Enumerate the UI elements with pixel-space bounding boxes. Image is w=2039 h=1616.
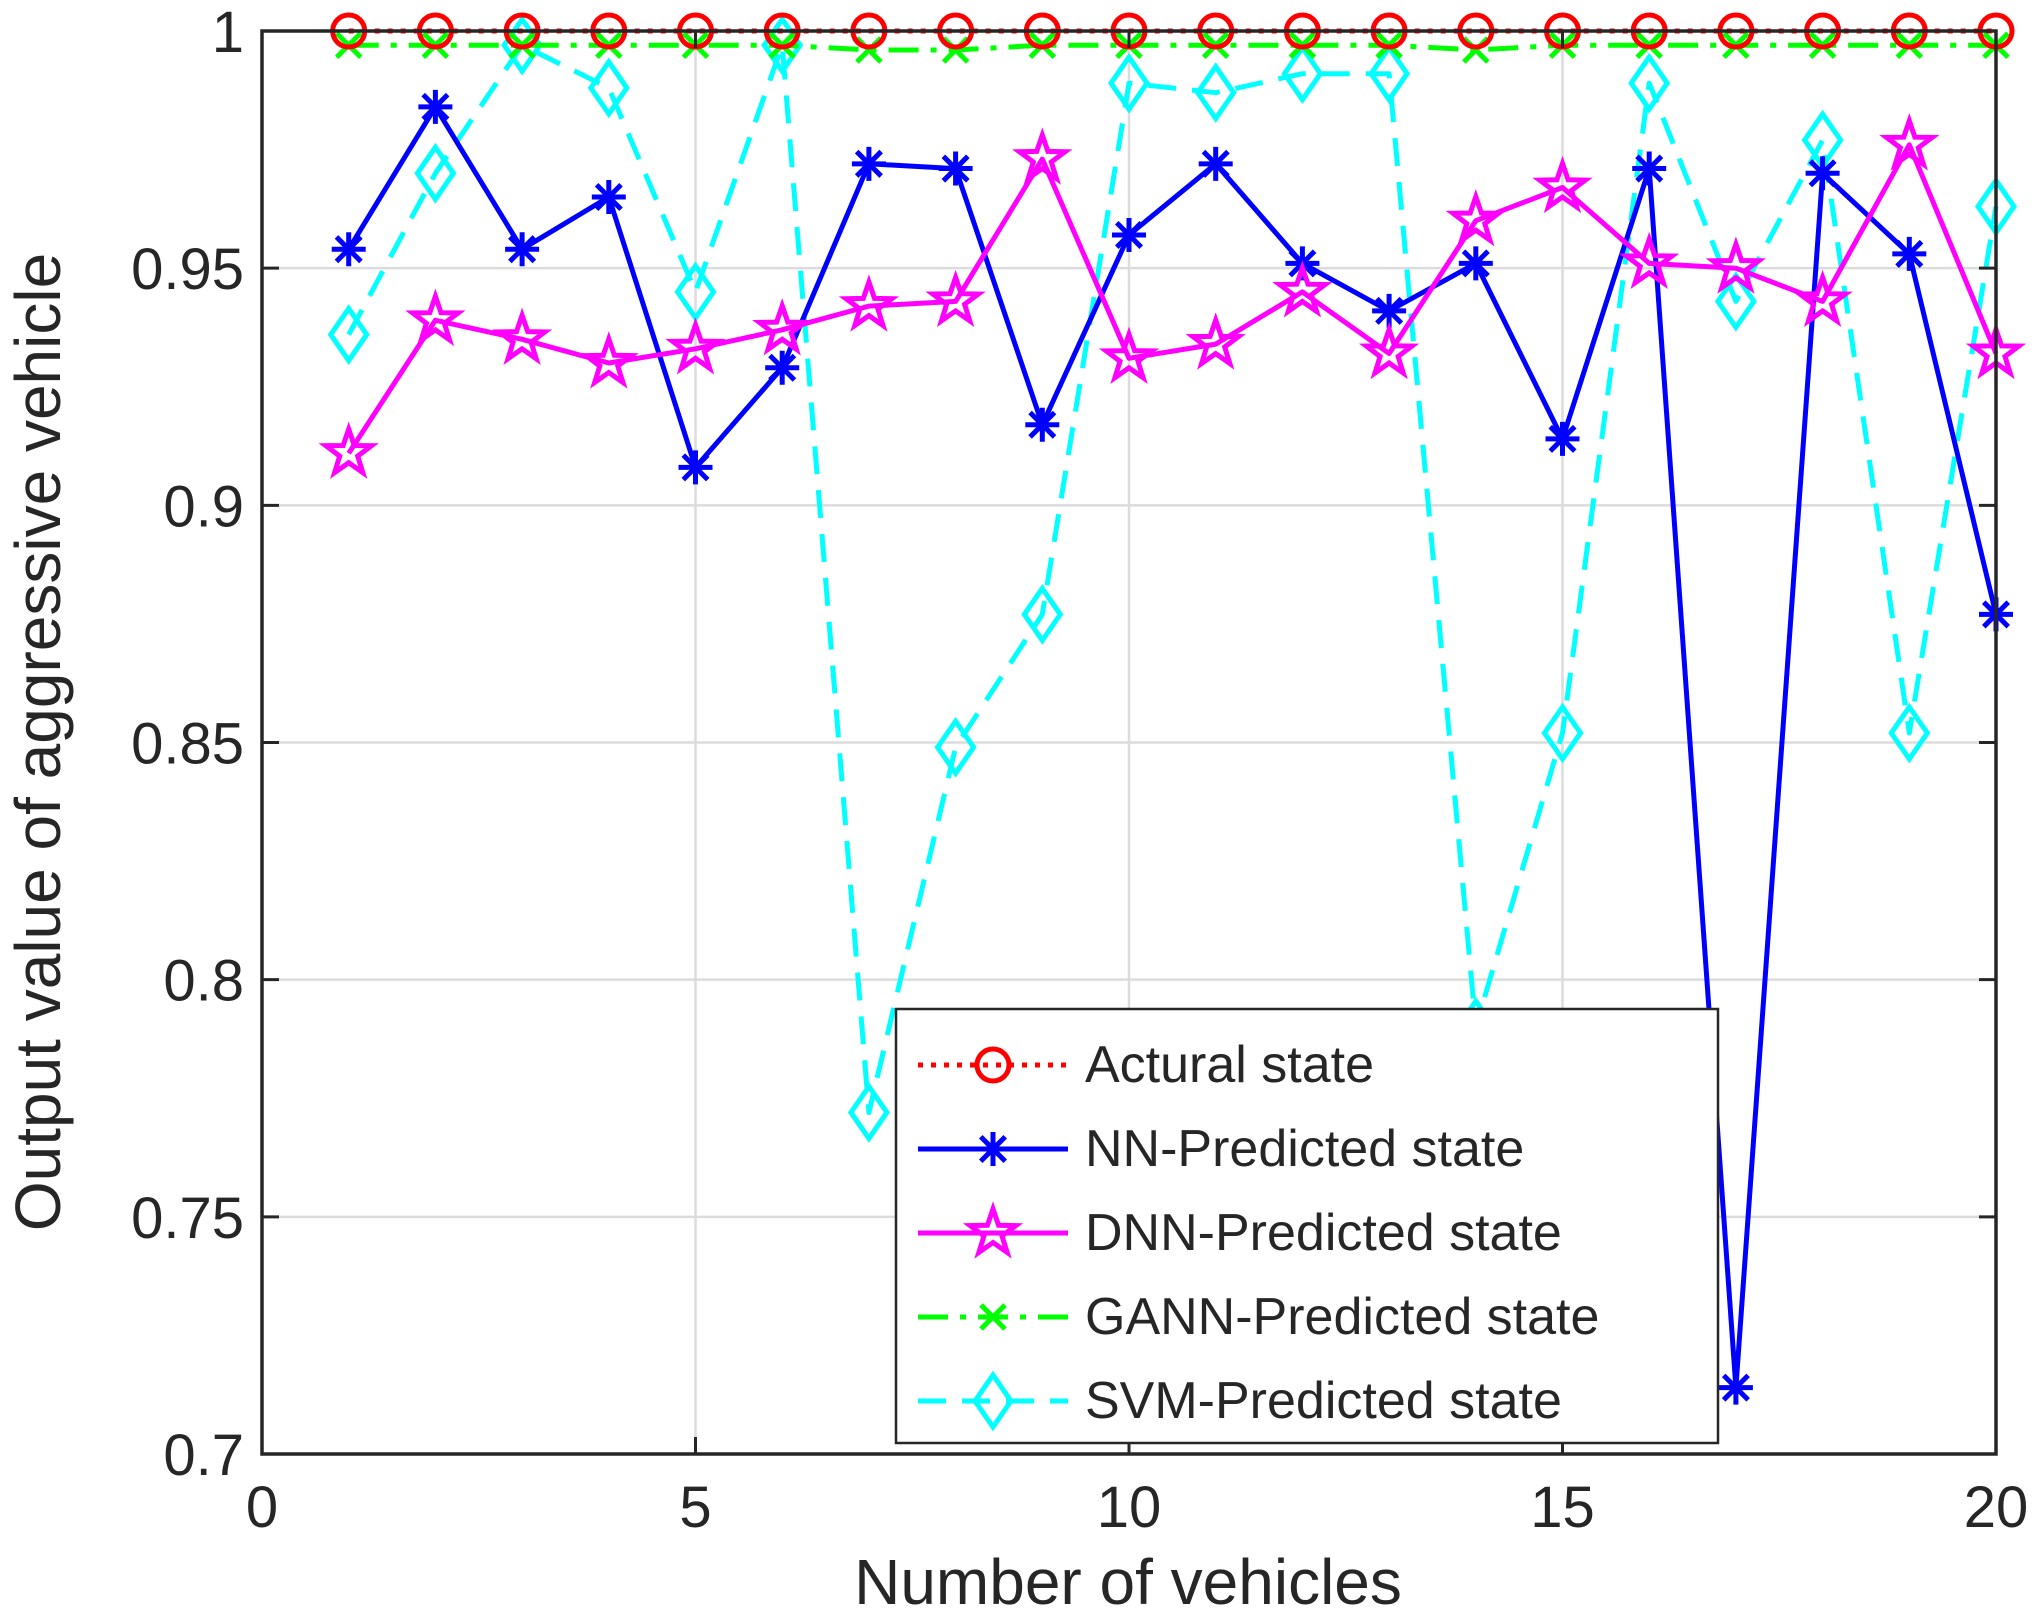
data-point [838, 274, 900, 332]
y-tick-label: 0.95 [131, 237, 244, 302]
data-point [1632, 151, 1667, 186]
data-point [1185, 312, 1246, 370]
data-point [665, 317, 726, 375]
data-point [1445, 189, 1506, 247]
legend-entry-actural: Actural state [918, 1036, 1374, 1094]
data-point [1545, 421, 1580, 456]
legend-entry-nn: NN-Predicted state [918, 1120, 1524, 1178]
data-point [578, 331, 639, 389]
data-point [1805, 156, 1840, 191]
data-point [1358, 321, 1420, 380]
legend-entry-dnn: DNN-Predicted state [918, 1201, 1562, 1262]
x-tick-label: 5 [679, 1475, 711, 1540]
data-point [1628, 52, 1671, 114]
legend-label-dnn: DNN-Predicted state [1085, 1204, 1562, 1262]
data-point [1892, 236, 1927, 271]
data-point [505, 232, 540, 267]
data-point [1021, 584, 1064, 645]
data-point [938, 151, 973, 186]
data-point [1194, 62, 1237, 124]
data-point [414, 142, 457, 204]
legend-label-svm: SVM-Predicted state [1085, 1372, 1562, 1430]
series-dnn [318, 113, 2027, 479]
y-tick-label: 0.8 [163, 949, 244, 1014]
tick-labels: 0 5 10 15 20 0.7 0.75 0.8 0.85 0.9 0.95 1 [131, 0, 2028, 1540]
legend-sample-dnn [918, 1201, 1068, 1259]
data-point [327, 304, 370, 365]
data-point [1619, 231, 1680, 290]
x-tick-label: 20 [1964, 1475, 2029, 1540]
data-point [1112, 217, 1146, 252]
data-point [1792, 269, 1853, 328]
data-point [1718, 1370, 1753, 1405]
data-point [331, 232, 366, 267]
data-point [491, 307, 553, 365]
x-tick-label: 15 [1530, 1475, 1595, 1540]
data-point [1714, 270, 1757, 332]
data-point [1888, 702, 1931, 764]
data-point [752, 298, 813, 356]
data-point [1272, 260, 1333, 318]
legend-label-actural: Actural state [1085, 1036, 1374, 1094]
data-point [1879, 113, 1940, 171]
series-line [346, 104, 1999, 1391]
legend-marker [971, 1370, 1015, 1432]
data-point [405, 288, 466, 347]
data-point [318, 421, 379, 479]
legend-sample-gann [918, 1303, 1068, 1331]
data-point [591, 180, 626, 215]
tick-marks [260, 29, 1998, 1456]
legend-sample-actural [918, 1046, 1068, 1084]
y-axis-label: Output value of aggressive vehicle [2, 253, 74, 1231]
y-tick-label: 0.85 [131, 712, 244, 777]
y-tick-label: 1 [212, 0, 244, 65]
series-line [348, 42, 1996, 53]
x-axis-label: Number of vehicles [854, 1546, 1402, 1616]
legend-marker [974, 1046, 1012, 1084]
data-point [847, 1082, 890, 1143]
data-point [1198, 146, 1233, 181]
y-tick-label: 0.9 [163, 474, 244, 539]
legend-sample-nn [918, 1132, 1068, 1166]
legend-label-gann: GANN-Predicted state [1085, 1288, 1599, 1346]
legend-marker [976, 1132, 1010, 1166]
data-point [418, 89, 453, 124]
data-point [1098, 326, 1160, 384]
data-point [1372, 293, 1407, 328]
data-point [765, 350, 800, 385]
data-point [925, 269, 986, 328]
data-point [1532, 155, 1593, 214]
legend-marker [962, 1201, 1024, 1259]
data-point [1281, 43, 1324, 105]
data-point [851, 146, 886, 181]
data-point [934, 716, 977, 778]
data-point [678, 450, 713, 485]
data-point [1541, 702, 1584, 764]
legend-label-nn: NN-Predicted state [1085, 1120, 1524, 1178]
data-point [1368, 43, 1411, 105]
legend-entry-gann: GANN-Predicted state [918, 1288, 1599, 1346]
legend-entry-svm: SVM-Predicted state [918, 1370, 1562, 1432]
data-point [1705, 236, 1767, 294]
legend: Actural state NN-Predicted state DNN-Pre… [894, 1007, 1720, 1445]
legend-box [894, 1007, 1720, 1445]
y-tick-label: 0.7 [163, 1423, 244, 1488]
data-point [1107, 52, 1151, 114]
data-point [587, 57, 630, 119]
data-point [1458, 246, 1493, 281]
data-point [1025, 407, 1060, 442]
legend-sample-svm [918, 1370, 1068, 1432]
x-tick-label: 0 [246, 1475, 278, 1540]
legend-marker [979, 1303, 1007, 1331]
data-point [1012, 127, 1073, 185]
x-tick-label: 10 [1097, 1475, 1162, 1540]
y-tick-label: 0.75 [131, 1186, 244, 1251]
